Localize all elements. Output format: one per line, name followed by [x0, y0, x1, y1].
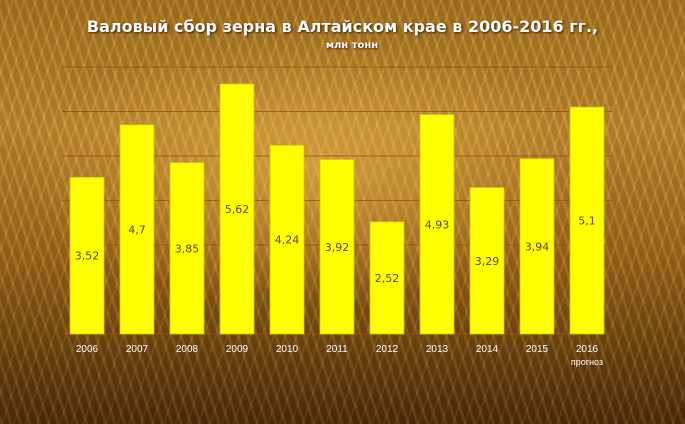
x-tick-note: прогноз — [571, 357, 603, 367]
chart-title: Валовый сбор зерна в Алтайском крае в 20… — [86, 17, 599, 36]
data-label: 2,52 — [375, 272, 400, 285]
bar — [169, 162, 205, 335]
bar — [119, 124, 155, 335]
data-label: 3,29 — [475, 255, 500, 268]
bar — [519, 158, 555, 335]
bar — [419, 114, 455, 335]
chart-subtitle: млн тонн — [325, 40, 379, 51]
data-label: 5,62 — [225, 203, 250, 216]
data-label: 4,24 — [275, 234, 300, 247]
data-label: 4,7 — [128, 223, 146, 236]
x-tick-label: 2014 — [476, 344, 499, 355]
bar — [369, 221, 405, 335]
x-tick-label: 2015 — [526, 344, 549, 355]
bar — [319, 159, 355, 335]
bar — [569, 106, 605, 335]
x-tick-label: 2016 — [576, 344, 599, 355]
x-tick-label: 2010 — [276, 344, 299, 355]
bar — [69, 176, 105, 335]
x-tick-label: 2008 — [176, 344, 199, 355]
bar — [469, 187, 505, 335]
x-tick-label: 2012 — [376, 344, 399, 355]
x-tick-label: 2009 — [226, 344, 249, 355]
data-label: 3,94 — [525, 240, 550, 253]
data-label: 4,93 — [425, 218, 450, 231]
data-label: 5,1 — [578, 215, 596, 228]
bar — [219, 83, 255, 335]
data-label: 3,92 — [325, 241, 350, 254]
x-tick-label: 2007 — [126, 344, 149, 355]
x-tick-label: 2011 — [326, 344, 348, 355]
data-label: 3,52 — [75, 250, 100, 263]
x-tick-label: 2013 — [426, 344, 449, 355]
x-tick-label: 2006 — [76, 344, 99, 355]
bar — [269, 144, 305, 335]
data-label: 3,85 — [175, 242, 200, 255]
